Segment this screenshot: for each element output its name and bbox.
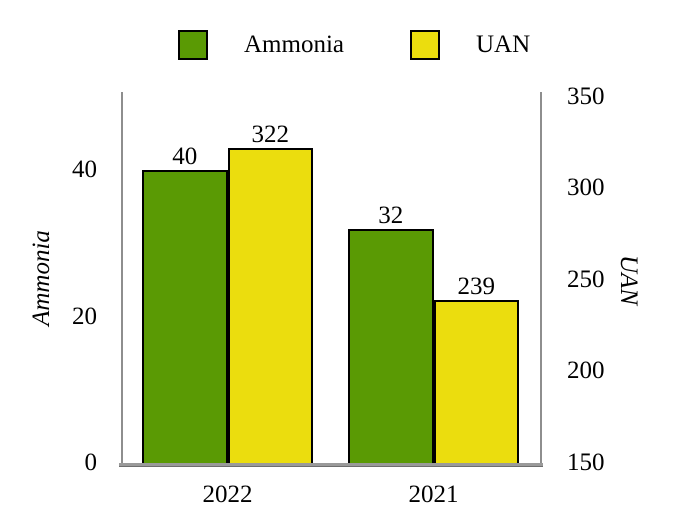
x-tick-label-2021: 2021 (408, 481, 459, 508)
bar-uan-2021 (433, 299, 519, 463)
right-axis-tick-150: 150 (567, 449, 605, 476)
bar-uan-2022 (227, 147, 313, 463)
left-axis-spine (121, 92, 123, 463)
bar-value-ammonia-2022: 40 (172, 143, 198, 170)
legend-label-ammonia: Ammonia (244, 31, 344, 58)
left-axis-tick-40: 40 (72, 156, 97, 183)
right-axis-tick-250: 250 (567, 265, 605, 293)
bar-value-uan-2021: 239 (457, 272, 496, 300)
right-axis-tick-300: 300 (567, 174, 605, 202)
left-axis-title: Ammonia (28, 230, 55, 326)
legend: Ammonia UAN (178, 30, 530, 60)
bar-ammonia-2021 (348, 228, 434, 463)
bar-value-uan-2022: 322 (251, 120, 290, 148)
legend-swatch-uan (410, 30, 440, 60)
bar-ammonia-2022 (142, 170, 228, 463)
legend-swatch-ammonia (178, 30, 208, 60)
x-axis-line (119, 463, 543, 467)
x-tick-label-2022: 2022 (202, 481, 253, 508)
left-axis-tick-20: 20 (72, 302, 97, 330)
right-axis-spine (540, 92, 542, 463)
left-axis-tick-0: 0 (84, 449, 98, 476)
right-axis-tick-350: 350 (567, 82, 605, 110)
bar-value-ammonia-2021: 32 (378, 201, 404, 229)
legend-label-uan: UAN (476, 31, 531, 58)
right-axis-tick-200: 200 (567, 357, 605, 385)
